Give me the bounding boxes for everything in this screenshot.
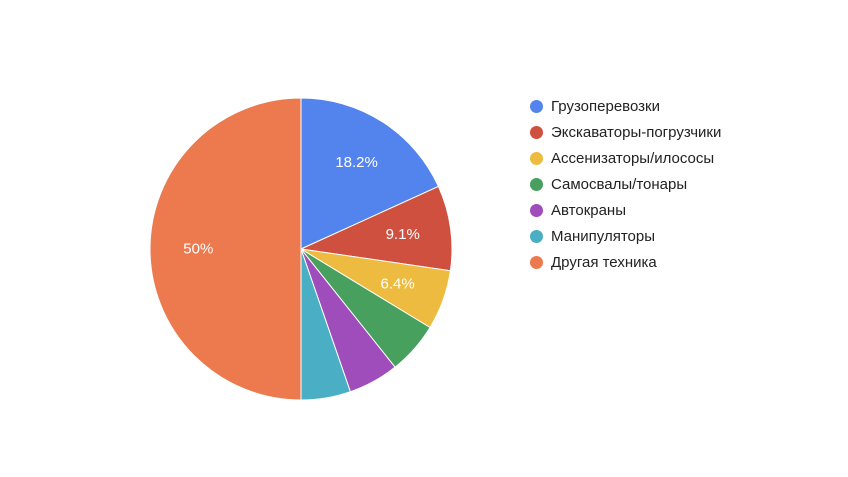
legend-item: Автокраны	[530, 197, 721, 223]
slice-data-label: 50%	[183, 241, 213, 258]
legend-item: Ассенизаторы/илососы	[530, 145, 721, 171]
legend-label: Автокраны	[551, 201, 626, 219]
legend-swatch-icon	[530, 177, 543, 191]
legend-label: Манипуляторы	[551, 227, 656, 245]
legend-item: Экскаваторы-погрузчики	[530, 119, 721, 145]
slice-data-label: 6.4%	[380, 275, 414, 292]
legend-label: Грузоперевозки	[551, 97, 660, 115]
legend-swatch-icon	[530, 125, 543, 139]
legend-swatch-icon	[530, 99, 543, 113]
legend-label: Экскаваторы-погрузчики	[551, 123, 722, 141]
legend-swatch-icon	[530, 255, 543, 269]
pie-slice	[300, 97, 440, 250]
chart-legend: Грузоперевозки Экскаваторы-погрузчики Ас…	[530, 93, 721, 275]
legend-swatch-icon	[530, 203, 543, 217]
slice-data-label: 18.2%	[335, 154, 378, 171]
pie-slice	[299, 185, 453, 272]
legend-label: Другая техника	[551, 253, 657, 271]
pie-slice	[149, 97, 302, 401]
legend-label: Ассенизаторы/илососы	[551, 149, 715, 167]
legend-item: Манипуляторы	[530, 223, 721, 249]
legend-item: Другая техника	[530, 249, 721, 275]
legend-swatch-icon	[530, 151, 543, 165]
legend-item: Грузоперевозки	[530, 93, 721, 119]
slice-data-label: 9.1%	[386, 226, 420, 243]
legend-label: Самосвалы/тонары	[551, 175, 688, 193]
legend-item: Самосвалы/тонары	[530, 171, 721, 197]
legend-swatch-icon	[530, 229, 543, 243]
